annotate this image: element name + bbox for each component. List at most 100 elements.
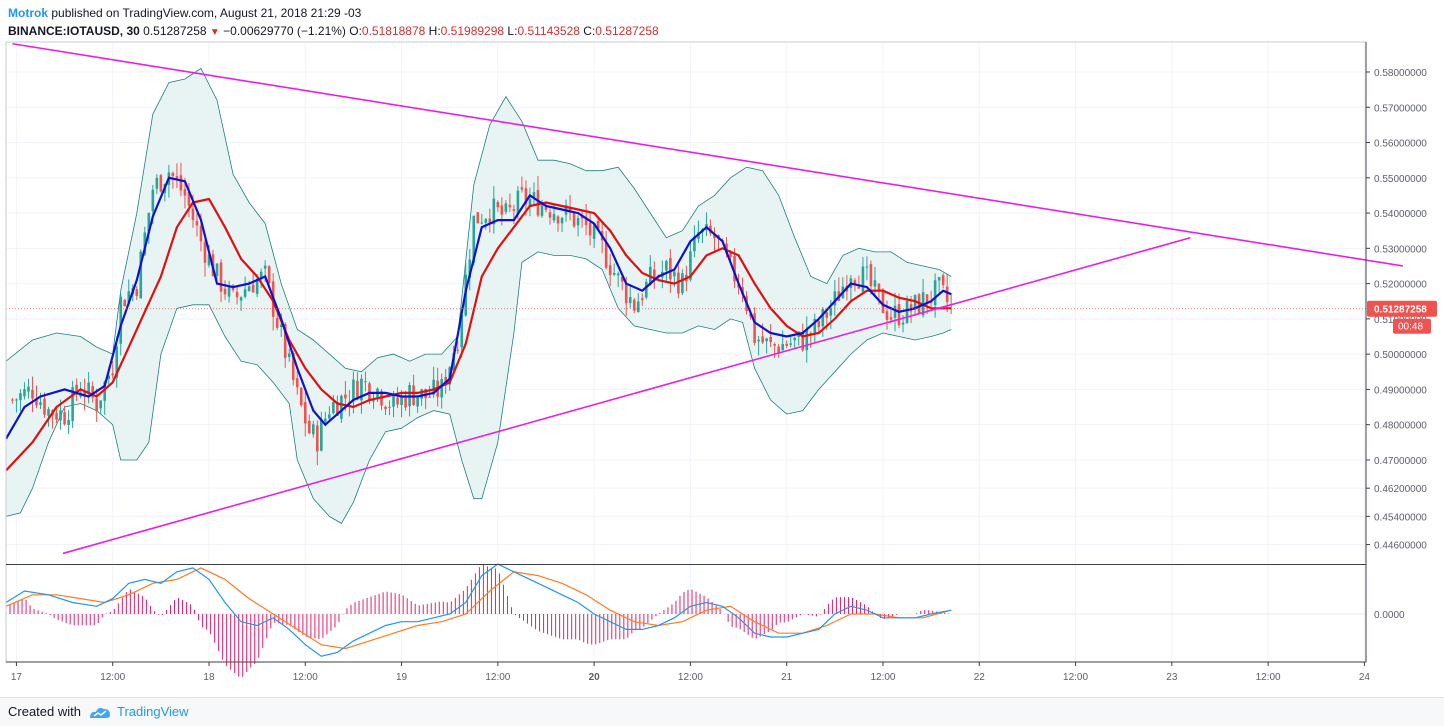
time-tick-label: 21 (781, 672, 793, 683)
candle-body (344, 394, 347, 399)
candle-body (283, 324, 287, 358)
ma-slow-line (5, 197, 952, 472)
tradingview-logo-icon[interactable] (88, 706, 112, 720)
candle-body (147, 212, 151, 234)
candle-body (119, 296, 123, 344)
candle-body (472, 215, 476, 264)
price-tick-label: 0.50000000 (1374, 350, 1427, 361)
candle-body (328, 414, 331, 419)
chart-canvas[interactable]: 0.58000000 0.57000000 0.56000000 0.55000000… (0, 0, 1444, 698)
author-link[interactable]: Motrok (8, 6, 48, 20)
candle-body (909, 304, 913, 312)
candle-body (861, 266, 865, 292)
candle-body (199, 225, 203, 242)
candle-body (753, 313, 756, 343)
time-tick-label: 12:00 (100, 672, 125, 683)
price-tick-label: 0.44600000 (1374, 541, 1427, 552)
candle-body (123, 299, 127, 307)
candle-body (91, 386, 94, 398)
candle-body (492, 198, 496, 225)
candle-body (588, 222, 592, 236)
candle-body (95, 398, 98, 412)
candle-body (420, 389, 423, 399)
candle-body (592, 224, 596, 239)
candle-body (31, 389, 34, 399)
candle-body (929, 302, 933, 304)
countdown-tag (1393, 318, 1431, 334)
candle-body (424, 388, 427, 399)
candle-body (15, 399, 18, 401)
candle-body (404, 396, 407, 408)
candle-body (103, 381, 106, 401)
candle-body (332, 401, 335, 414)
open-label: O: (349, 24, 362, 38)
candle-body (303, 402, 307, 424)
candle-body (179, 175, 183, 191)
time-tick-label: 22 (974, 672, 986, 683)
candle-body (39, 402, 42, 406)
low-label: L: (507, 24, 518, 38)
high-value: 0.51989298 (440, 24, 505, 38)
ohlc-line: BINANCE:IOTAUSD, 30 0.51287258 ▼ −0.0062… (8, 22, 659, 42)
candle-body (865, 266, 869, 268)
candle-body (616, 273, 620, 276)
current-price-label: 0.51287258 (1374, 305, 1427, 316)
trendlines[interactable] (12, 42, 1404, 555)
macd-zero-label: 0.0000 (1374, 610, 1405, 621)
candle-body (881, 289, 885, 314)
candle-body (35, 398, 38, 406)
candle-body (99, 400, 102, 409)
candle-body (219, 262, 223, 292)
candle-body (765, 338, 768, 342)
price-tick-label: 0.46200000 (1374, 484, 1427, 495)
candle-body (813, 318, 817, 333)
candle-body (171, 172, 175, 177)
candle-body (115, 346, 119, 378)
macd-line (5, 563, 952, 657)
candle-body (713, 234, 716, 239)
candle-body (508, 204, 512, 208)
candle-body (516, 190, 520, 215)
price-tick-label: 0.47000000 (1374, 456, 1427, 467)
candle-body (640, 298, 644, 301)
time-tick-label: 19 (396, 672, 408, 683)
candle-body (608, 265, 612, 275)
candle-body (665, 261, 668, 271)
candle-body (612, 272, 616, 275)
candle-body (412, 385, 415, 406)
candle-body (757, 339, 760, 342)
candle-body (456, 349, 460, 351)
candle-body (251, 284, 255, 293)
candle-body (620, 277, 624, 282)
candle-body (572, 212, 576, 227)
candle-body (789, 343, 793, 345)
candle-body (372, 400, 375, 402)
candle-body (885, 311, 889, 320)
candle-body (548, 212, 552, 218)
candle-body (295, 378, 299, 388)
candle-body (239, 297, 243, 301)
candle-body (773, 343, 776, 346)
candle-body (761, 336, 764, 343)
time-tick-label: 18 (203, 672, 215, 683)
candle-body (484, 219, 488, 223)
candle-body (560, 217, 564, 224)
candle-body (681, 273, 684, 293)
candle-body (324, 418, 327, 422)
candle-body (87, 382, 90, 395)
candle-body (336, 402, 339, 416)
tradingview-link[interactable]: TradingView (117, 704, 189, 719)
candle-body (432, 379, 435, 395)
candle-body (873, 280, 877, 287)
candle-body (853, 280, 857, 285)
candle-body (215, 263, 219, 277)
publish-line: Motrok published on TradingView.com, Aug… (8, 4, 659, 22)
candle-body (428, 396, 431, 398)
price-tick-label: 0.48000000 (1374, 421, 1427, 432)
candle-body (75, 384, 78, 395)
trendline (62, 236, 1191, 555)
symbol-label[interactable]: BINANCE:IOTAUSD, 30 (8, 24, 140, 38)
candle-body (805, 329, 809, 351)
candle-body (552, 214, 556, 221)
candle-body (83, 390, 86, 397)
